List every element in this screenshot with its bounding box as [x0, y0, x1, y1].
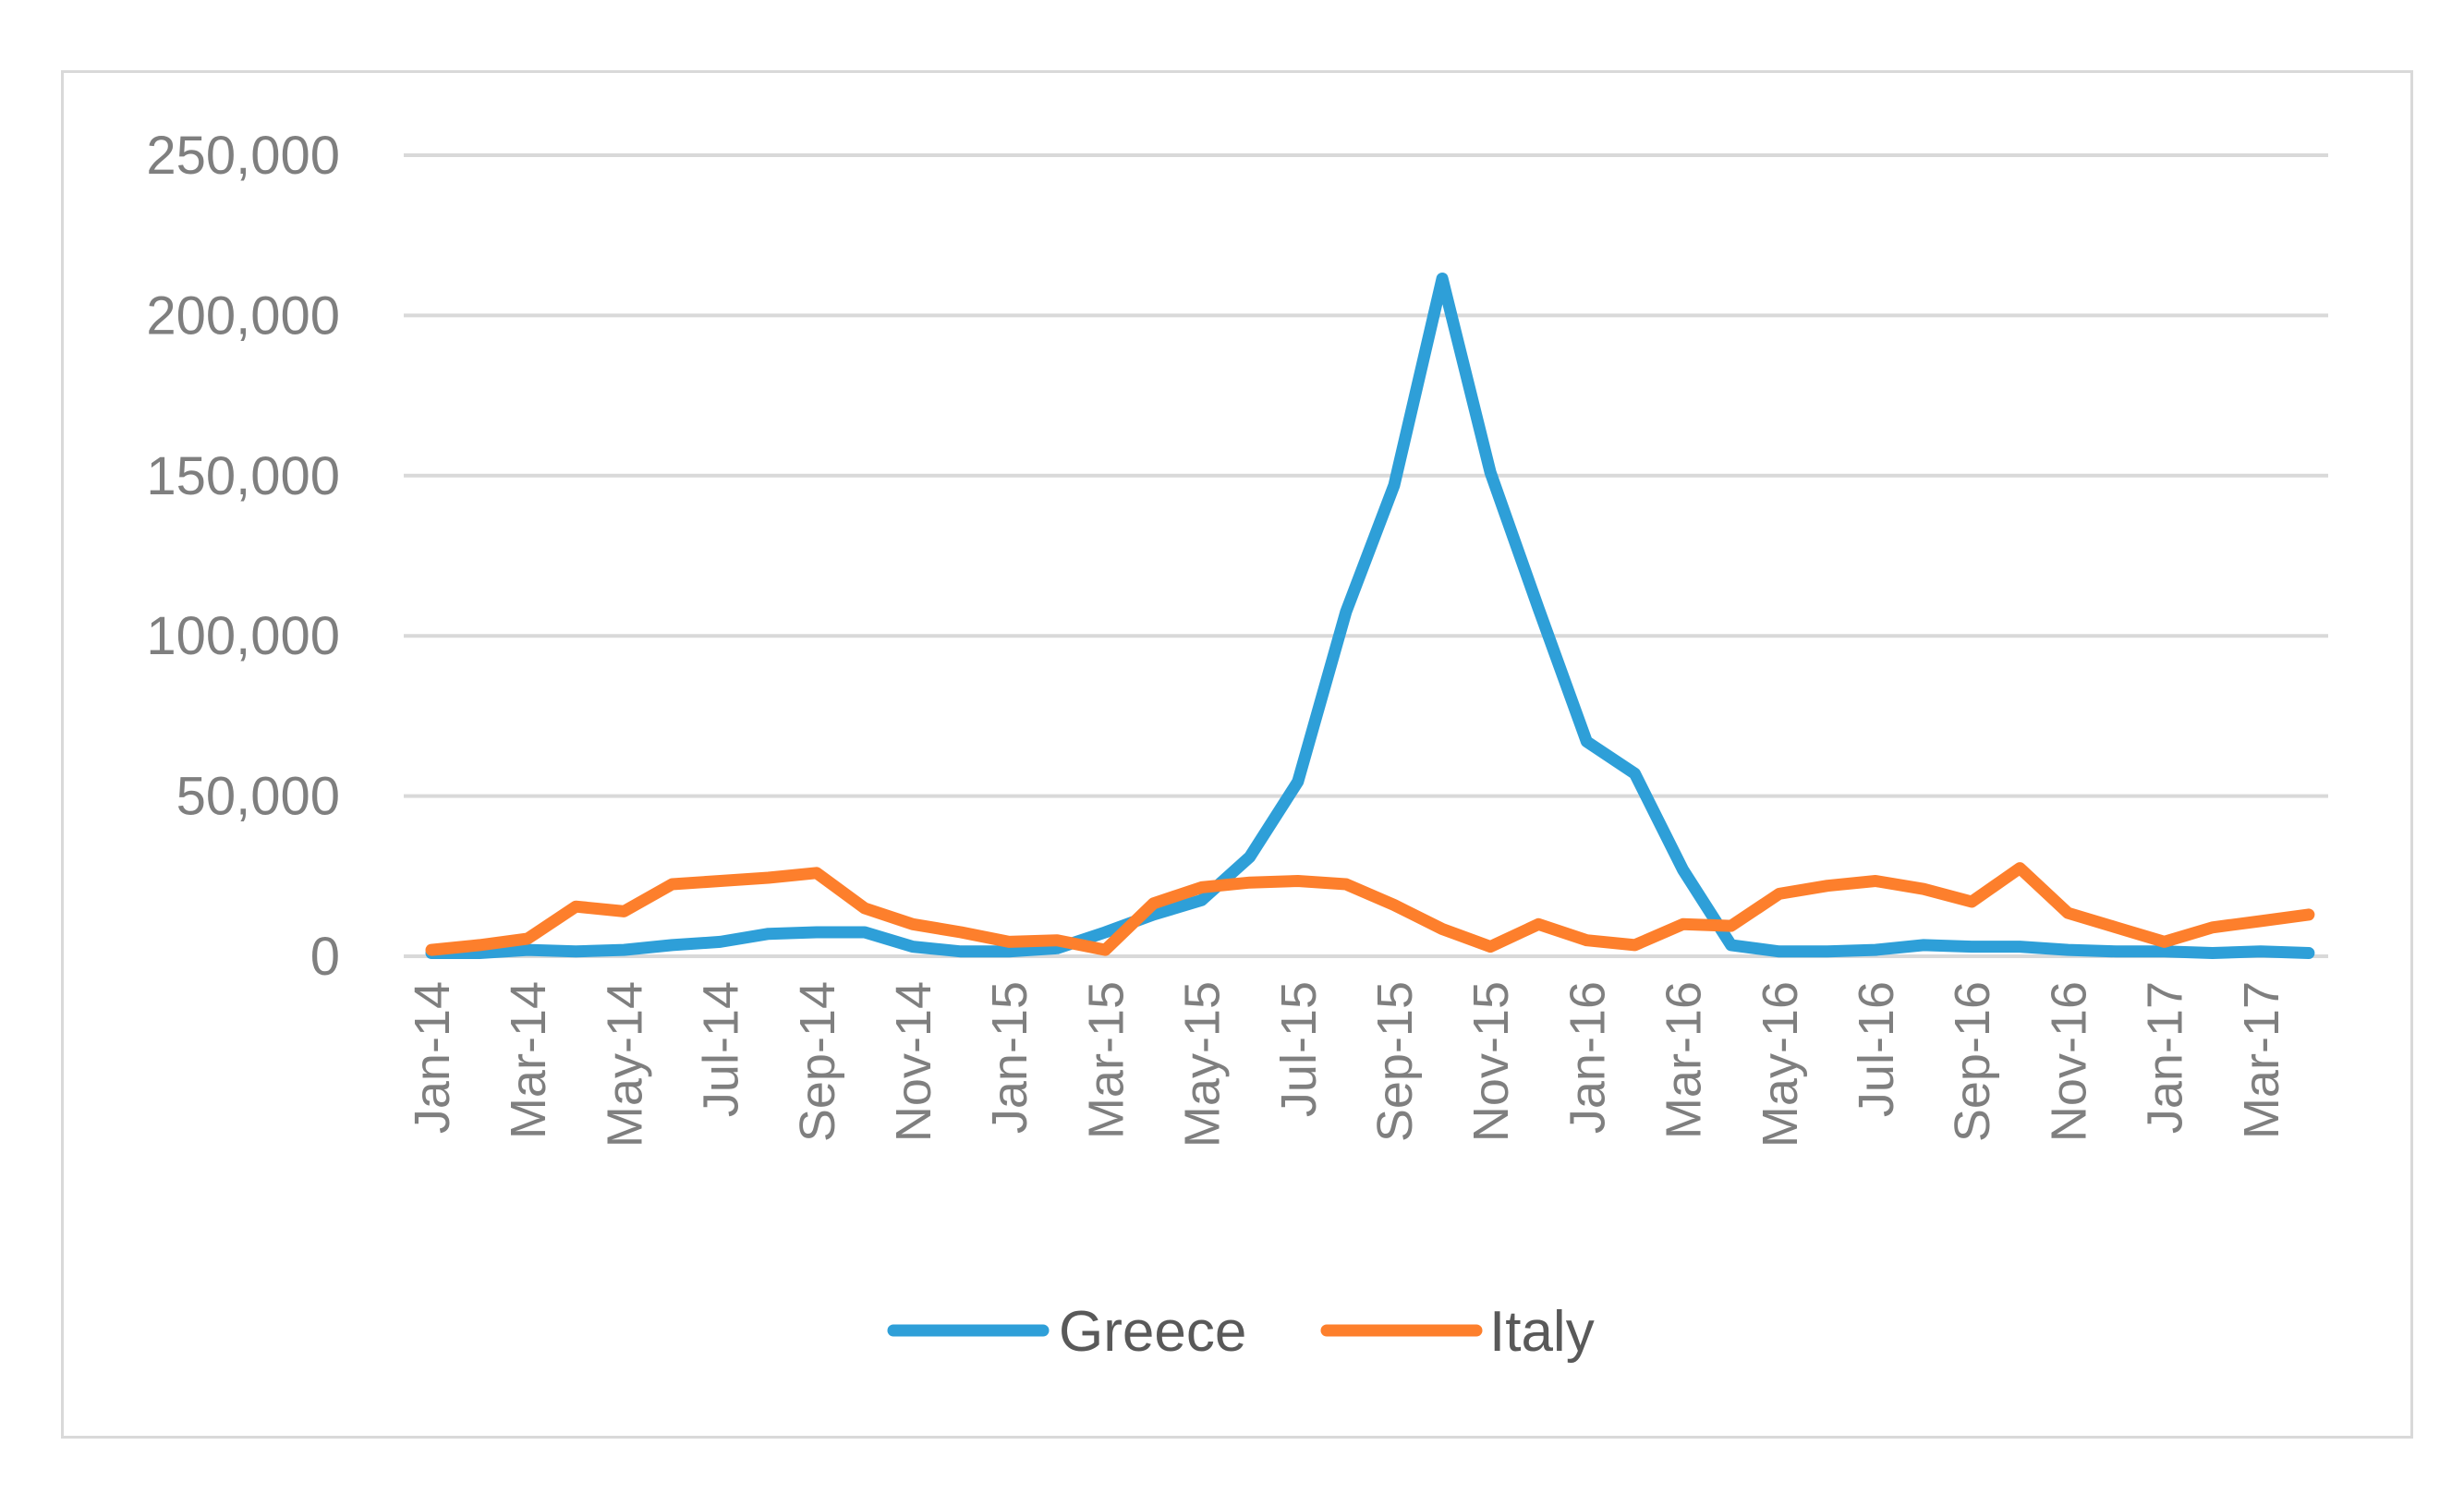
- x-tick-label: Nov-16: [2041, 981, 2096, 1142]
- x-tick-label: May-15: [1175, 981, 1231, 1148]
- legend: Greece Italy: [887, 1300, 1595, 1364]
- y-tick-label: 100,000: [146, 606, 340, 666]
- chart-frame: [61, 70, 2413, 1439]
- x-axis-tick-labels: Jan-14 Mar-14 May-14 Jul-14 Sep-14 Nov-14 Jan-…: [405, 981, 2289, 1148]
- x-tick-label: Mar-15: [1078, 981, 1134, 1139]
- x-tick-label: Jul-15: [1271, 981, 1327, 1117]
- series-lines: [425, 273, 2315, 959]
- x-tick-label: Nov-15: [1463, 981, 1519, 1142]
- x-tick-label: Jan-17: [2138, 981, 2193, 1134]
- x-tick-label: Jul-16: [1849, 981, 1904, 1117]
- series-line-greece: [425, 273, 2315, 959]
- x-tick-label: Jul-14: [694, 981, 749, 1117]
- x-tick-label: Jan-14: [405, 981, 460, 1134]
- x-tick-label: Nov-14: [886, 981, 941, 1142]
- x-tick-label: Jan-16: [1560, 981, 1615, 1134]
- x-tick-label: Sep-14: [790, 981, 845, 1142]
- x-tick-label: Sep-15: [1367, 981, 1423, 1142]
- gridlines: [404, 153, 2328, 958]
- legend-label-greece: Greece: [1059, 1300, 1246, 1364]
- x-tick-label: Mar-16: [1657, 981, 1712, 1139]
- y-tick-label: 200,000: [146, 285, 340, 346]
- series-line-italy: [425, 862, 2315, 956]
- x-tick-label: Mar-17: [2234, 981, 2289, 1139]
- y-tick-label: 50,000: [176, 767, 340, 827]
- x-tick-label: Mar-14: [501, 981, 556, 1139]
- x-tick-label: Jan-15: [982, 981, 1038, 1134]
- y-tick-label: 250,000: [146, 126, 340, 186]
- x-tick-label: May-16: [1753, 981, 1808, 1148]
- x-tick-label: May-14: [597, 981, 652, 1148]
- y-tick-label: 0: [310, 927, 340, 987]
- x-tick-label: Sep-16: [1945, 981, 2000, 1142]
- legend-label-italy: Italy: [1489, 1300, 1595, 1364]
- y-tick-label: 150,000: [146, 446, 340, 506]
- y-axis-tick-labels: 0 50,000 100,000 150,000 200,000 250,000: [146, 126, 340, 987]
